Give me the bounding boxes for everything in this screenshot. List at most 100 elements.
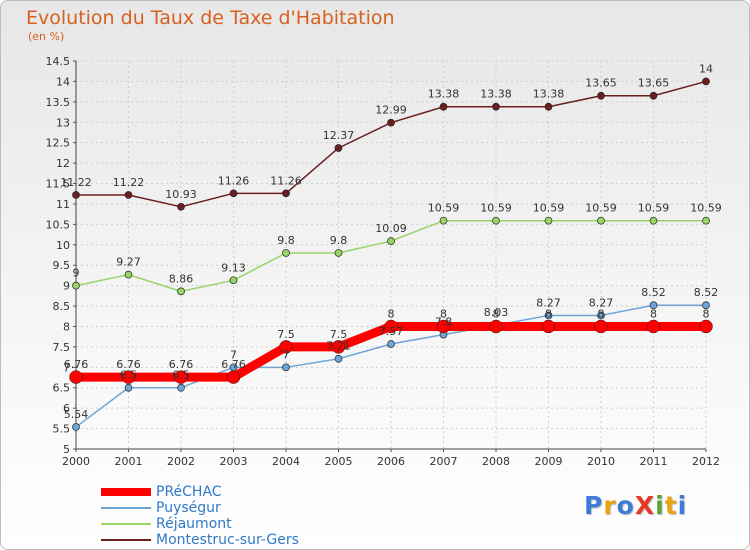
data-label: 11.26 [218, 174, 250, 187]
data-label: 8.52 [641, 286, 666, 299]
data-point [702, 301, 710, 310]
data-point [597, 216, 605, 225]
data-point [387, 237, 395, 245]
data-label: 7 [283, 348, 290, 361]
data-label: 8.52 [694, 286, 719, 299]
data-label: 8 [598, 307, 605, 320]
data-point [544, 102, 553, 111]
legend-swatch [101, 488, 151, 496]
data-point [649, 91, 658, 100]
legend-swatch [101, 523, 151, 525]
legend-label: Puységur [156, 500, 221, 516]
logo-letter: X [634, 491, 656, 520]
data-label: 10.59 [533, 202, 565, 215]
x-tick-label: 2012 [692, 455, 720, 468]
data-point [282, 249, 290, 257]
data-point [492, 102, 500, 111]
data-label: 7.21 [326, 340, 351, 353]
data-point [72, 191, 80, 199]
data-label: 8 [703, 307, 710, 320]
data-label: 6.76 [116, 358, 141, 371]
logo-letter: i [655, 491, 665, 520]
data-label: 7.5 [330, 328, 348, 341]
x-tick-label: 2007 [430, 455, 458, 468]
y-tick-label: 12 [56, 157, 70, 170]
data-point [282, 189, 290, 198]
data-label: 10.59 [480, 202, 512, 215]
y-tick-label: 10.5 [46, 218, 71, 231]
series-montestruc-sur-gers [72, 77, 710, 211]
data-label: 12.99 [375, 104, 407, 117]
data-point [177, 202, 185, 211]
y-tick-label: 12.5 [46, 137, 71, 150]
logo-letter: r [603, 491, 617, 520]
data-label: 5.54 [64, 408, 89, 421]
data-label: 9.8 [277, 234, 295, 247]
data-point [334, 144, 343, 152]
data-point [544, 311, 553, 320]
y-tick-label: 11.5 [46, 178, 71, 191]
data-label: 10.59 [690, 202, 722, 215]
data-point [177, 383, 185, 392]
series-puysegur [72, 301, 710, 431]
y-tick-label: 13.5 [46, 96, 71, 109]
series-prechac [69, 319, 713, 384]
data-point [124, 270, 133, 279]
x-tick-label: 2008 [482, 455, 510, 468]
data-point [229, 189, 238, 198]
x-tick-label: 2004 [272, 455, 300, 468]
data-label: 8 [650, 307, 657, 320]
data-point [649, 301, 658, 310]
data-point [124, 191, 133, 199]
x-tick-label: 2010 [587, 455, 615, 468]
chart-unit: (en %) [28, 30, 65, 43]
y-tick-label: 14.5 [46, 55, 71, 68]
data-point [597, 91, 605, 100]
data-label: 10.09 [375, 222, 407, 235]
data-label: 8.27 [536, 296, 561, 309]
x-tick-label: 2002 [167, 455, 195, 468]
data-label: 9 [73, 267, 80, 280]
data-label: 8 [493, 307, 500, 320]
data-label: 11.22 [60, 176, 92, 189]
data-point [649, 216, 658, 225]
data-label: 6.5 [172, 369, 190, 382]
axes: 55.566.577.588.599.51010.51111.51212.513… [46, 55, 721, 468]
data-point [439, 216, 448, 225]
data-label: 9.27 [116, 256, 141, 269]
data-point [72, 423, 80, 431]
legend-label: Réjaumont [156, 516, 232, 532]
y-tick-label: 8 [63, 320, 70, 333]
data-point [597, 311, 605, 320]
data-label: 13.65 [638, 77, 670, 90]
y-tick-label: 9.5 [53, 259, 71, 272]
data-label: 7.57 [379, 325, 404, 338]
data-label: 6.76 [64, 358, 89, 371]
data-label: 13.65 [585, 77, 617, 90]
y-tick-label: 5 [63, 443, 70, 456]
data-label: 7.8 [435, 316, 453, 329]
y-tick-label: 14 [56, 75, 70, 88]
logo-letter: i [677, 491, 688, 520]
y-tick-label: 11 [56, 198, 70, 211]
data-label: 6.76 [169, 358, 194, 371]
data-label: 8.86 [169, 272, 194, 285]
data-point [177, 287, 185, 296]
x-tick-label: 2005 [325, 455, 353, 468]
data-point [387, 118, 395, 127]
data-point [69, 370, 83, 384]
y-tick-label: 5.5 [53, 423, 71, 436]
data-point [541, 319, 556, 334]
y-tick-label: 10 [56, 239, 70, 252]
legend-label: PRéCHAC [156, 484, 222, 500]
y-tick-label: 13 [56, 116, 70, 129]
data-label: 8 [440, 307, 447, 320]
legend-swatch [101, 507, 151, 509]
x-tick-label: 2006 [377, 455, 405, 468]
data-label: 10.59 [638, 202, 670, 215]
y-tick-label: 6.5 [53, 382, 71, 395]
data-point [334, 354, 343, 363]
x-tick-label: 2001 [115, 455, 143, 468]
